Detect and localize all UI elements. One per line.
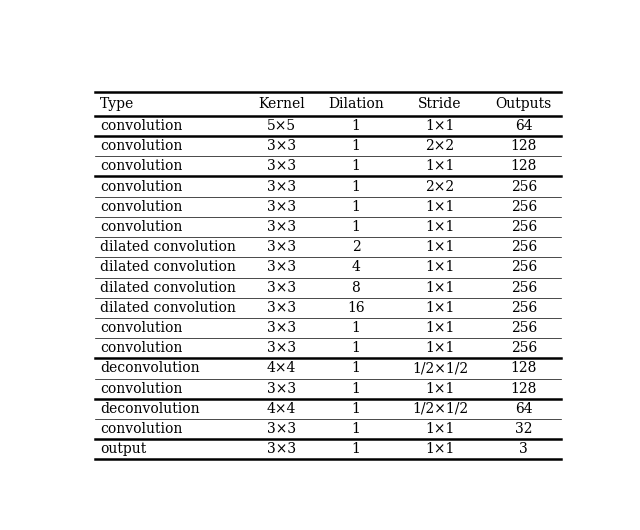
Text: 1×1: 1×1: [425, 422, 454, 436]
Text: dilated convolution: dilated convolution: [100, 281, 236, 295]
Text: 256: 256: [511, 220, 537, 234]
Text: 1: 1: [351, 443, 360, 456]
Text: 256: 256: [511, 281, 537, 295]
Text: 1: 1: [351, 180, 360, 193]
Text: 1: 1: [351, 220, 360, 234]
Text: 1×1: 1×1: [425, 260, 454, 275]
Text: 3×3: 3×3: [267, 180, 296, 193]
Text: Dilation: Dilation: [328, 97, 384, 111]
Text: 128: 128: [511, 139, 537, 153]
Text: 256: 256: [511, 200, 537, 214]
Text: convolution: convolution: [100, 200, 182, 214]
Text: 1×1: 1×1: [425, 341, 454, 355]
Text: 1×1: 1×1: [425, 382, 454, 396]
Text: 3×3: 3×3: [267, 260, 296, 275]
Text: 16: 16: [347, 301, 365, 315]
Text: 1×1: 1×1: [425, 200, 454, 214]
Text: 1: 1: [351, 402, 360, 416]
Text: 1×1: 1×1: [425, 160, 454, 173]
Text: 1: 1: [351, 361, 360, 375]
Text: output: output: [100, 443, 146, 456]
Text: Stride: Stride: [418, 97, 461, 111]
Text: 1: 1: [351, 200, 360, 214]
Text: 1: 1: [351, 422, 360, 436]
Text: 3×3: 3×3: [267, 240, 296, 254]
Text: 128: 128: [511, 160, 537, 173]
Text: 256: 256: [511, 341, 537, 355]
Text: deconvolution: deconvolution: [100, 402, 200, 416]
Text: 4: 4: [351, 260, 360, 275]
Text: 3×3: 3×3: [267, 160, 296, 173]
Text: 3×3: 3×3: [267, 200, 296, 214]
Text: 1×1: 1×1: [425, 443, 454, 456]
Text: 32: 32: [515, 422, 532, 436]
Text: convolution: convolution: [100, 139, 182, 153]
Text: 1: 1: [351, 382, 360, 396]
Text: dilated convolution: dilated convolution: [100, 240, 236, 254]
Text: deconvolution: deconvolution: [100, 361, 200, 375]
Text: convolution: convolution: [100, 341, 182, 355]
Text: 5×5: 5×5: [267, 119, 296, 133]
Text: 1: 1: [351, 139, 360, 153]
Text: 1×1: 1×1: [425, 119, 454, 133]
Text: 3×3: 3×3: [267, 301, 296, 315]
Text: 1/2×1/2: 1/2×1/2: [412, 402, 468, 416]
Text: 1×1: 1×1: [425, 281, 454, 295]
Text: 3×3: 3×3: [267, 422, 296, 436]
Text: 1×1: 1×1: [425, 240, 454, 254]
Text: convolution: convolution: [100, 180, 182, 193]
Text: 3×3: 3×3: [267, 443, 296, 456]
Text: 1/2×1/2: 1/2×1/2: [412, 361, 468, 375]
Text: 3×3: 3×3: [267, 321, 296, 335]
Text: 2×2: 2×2: [426, 139, 454, 153]
Text: 3×3: 3×3: [267, 281, 296, 295]
Text: 1: 1: [351, 341, 360, 355]
Text: 128: 128: [511, 382, 537, 396]
Text: 4×4: 4×4: [267, 402, 296, 416]
Text: 2: 2: [351, 240, 360, 254]
Text: 1: 1: [351, 160, 360, 173]
Text: dilated convolution: dilated convolution: [100, 260, 236, 275]
Text: 256: 256: [511, 301, 537, 315]
Text: Kernel: Kernel: [258, 97, 305, 111]
Text: 256: 256: [511, 180, 537, 193]
Text: 256: 256: [511, 260, 537, 275]
Text: 1×1: 1×1: [425, 321, 454, 335]
Text: 4×4: 4×4: [267, 361, 296, 375]
Text: Outputs: Outputs: [496, 97, 552, 111]
Text: 64: 64: [515, 402, 532, 416]
Text: dilated convolution: dilated convolution: [100, 301, 236, 315]
Text: convolution: convolution: [100, 220, 182, 234]
Text: Type: Type: [100, 97, 134, 111]
Text: 3×3: 3×3: [267, 220, 296, 234]
Text: 1: 1: [351, 321, 360, 335]
Text: 3: 3: [520, 443, 528, 456]
Text: 256: 256: [511, 240, 537, 254]
Text: convolution: convolution: [100, 119, 182, 133]
Text: convolution: convolution: [100, 160, 182, 173]
Text: 1×1: 1×1: [425, 220, 454, 234]
Text: 256: 256: [511, 321, 537, 335]
Text: 8: 8: [351, 281, 360, 295]
Text: convolution: convolution: [100, 422, 182, 436]
Text: 3×3: 3×3: [267, 139, 296, 153]
Text: 128: 128: [511, 361, 537, 375]
Text: convolution: convolution: [100, 382, 182, 396]
Text: 3×3: 3×3: [267, 382, 296, 396]
Text: 2×2: 2×2: [426, 180, 454, 193]
Text: 1×1: 1×1: [425, 301, 454, 315]
Text: 64: 64: [515, 119, 532, 133]
Text: 1: 1: [351, 119, 360, 133]
Text: 3×3: 3×3: [267, 341, 296, 355]
Text: convolution: convolution: [100, 321, 182, 335]
